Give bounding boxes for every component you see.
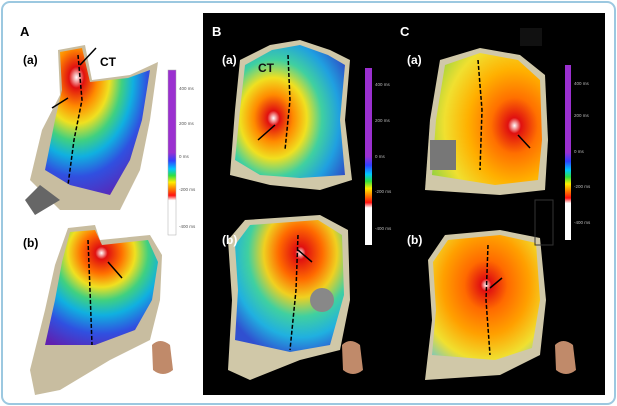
arrow [79, 47, 97, 66]
colorbar-label: 0 ms [375, 154, 386, 159]
colorbar-label: 400 ms [574, 81, 590, 86]
colorbar-label: 200 ms [574, 113, 590, 118]
panel-letter: C [400, 24, 410, 39]
dashed-line [485, 244, 491, 356]
colorbar-label: -400 ms [179, 224, 196, 229]
map-label: (b) [23, 236, 38, 250]
colorbar-label: 0 ms [574, 149, 585, 154]
colorbar-label: -200 ms [574, 184, 591, 189]
colorbar-label: 200 ms [375, 118, 391, 123]
colorbar [565, 65, 571, 240]
dashed-line [67, 54, 83, 186]
activation-map [235, 220, 344, 352]
colorbar-label: -400 ms [574, 220, 591, 225]
panel-letter: A [20, 24, 30, 39]
map-label: (a) [23, 53, 38, 67]
activation-map [45, 230, 158, 345]
activation-map [235, 45, 345, 178]
arrow [489, 277, 503, 289]
colorbar-label: -200 ms [179, 187, 196, 192]
map-patch [310, 288, 334, 312]
panel-letter: B [212, 24, 221, 39]
arrow [517, 134, 531, 149]
colorbar-label: 400 ms [179, 86, 195, 91]
panel-patch [534, 199, 554, 246]
dashed-line [289, 234, 299, 351]
dashed-line [284, 54, 291, 151]
colorbar [167, 69, 177, 236]
dashed-line [87, 239, 93, 346]
dashed-line [477, 59, 483, 171]
map-label: (a) [407, 53, 422, 67]
arrow [297, 249, 313, 263]
map-patch [430, 140, 456, 170]
colorbar-label: 0 ms [179, 154, 190, 159]
colorbar-label: -200 ms [375, 189, 392, 194]
colorbar-label: 200 ms [179, 121, 195, 126]
map-label: (b) [407, 233, 422, 247]
map-label: (a) [222, 53, 237, 67]
map-shadow [25, 185, 60, 215]
arrow [51, 97, 69, 109]
map-label: (b) [222, 233, 237, 247]
colorbar-label: -400 ms [375, 226, 392, 231]
activation-map [432, 235, 540, 360]
panel-patch [520, 28, 542, 46]
orientation-icon [555, 341, 576, 374]
annotation: CT [258, 61, 275, 75]
colorbar-label: 400 ms [375, 82, 391, 87]
orientation-icon [152, 341, 173, 374]
arrow [257, 124, 276, 141]
arrow [107, 261, 123, 279]
annotation: CT [100, 55, 117, 69]
colorbar [365, 68, 372, 245]
activation-map [432, 53, 542, 185]
orientation-icon [342, 341, 363, 374]
